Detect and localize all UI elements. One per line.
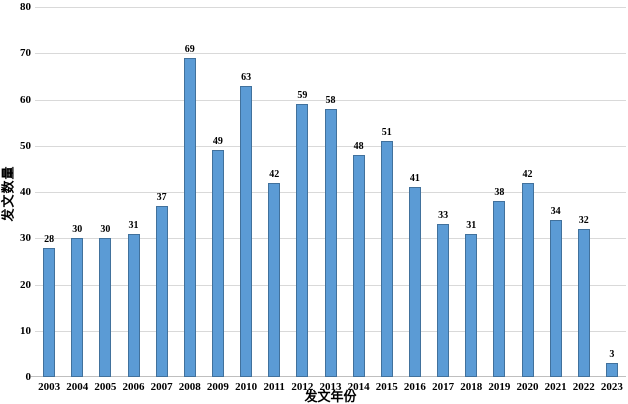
bar-value-label-2011: 42	[269, 168, 280, 180]
bar-2012	[296, 104, 309, 377]
bar-value-label-2008: 69	[184, 43, 195, 55]
x-tick-label-2022: 2022	[572, 381, 595, 393]
x-tick-label-2008: 2008	[178, 381, 201, 393]
plot-area: 28 30 30 31 37 69 49 63 42 59 58 48 51 41 33 31 38 42 34 32…	[31, 7, 626, 377]
x-tick-label-2003: 2003	[38, 381, 61, 393]
bar-value-label-2015: 51	[381, 127, 392, 139]
y-tick-label-30: 30	[20, 232, 31, 245]
bar-2010	[240, 85, 253, 377]
bar-value-label-2021: 34	[550, 205, 561, 217]
bar-2008	[183, 57, 196, 377]
bar-value-label-2014: 48	[353, 141, 364, 152]
bar-value-label-2018: 31	[466, 219, 477, 231]
y-tick-label-50: 50	[20, 139, 31, 152]
gridline-y-70	[35, 53, 626, 55]
bar-value-label-2012: 59	[297, 90, 308, 102]
bar-2009	[211, 150, 224, 377]
bar-value-label-2005: 30	[100, 224, 111, 236]
y-tick-label-70: 70	[20, 47, 31, 60]
x-tick-label-2009: 2009	[206, 381, 229, 393]
y-tick-label-40: 40	[20, 186, 31, 198]
bar-2020	[521, 182, 534, 377]
bar-2004	[71, 238, 84, 377]
y-tick-label-10: 10	[20, 324, 31, 337]
x-tick-label-2005: 2005	[94, 381, 117, 393]
bar-2006	[127, 233, 140, 377]
bar-value-label-2013: 58	[325, 94, 336, 106]
y-tick-label-20: 20	[20, 278, 31, 291]
bar-value-label-2010: 63	[241, 71, 252, 83]
x-tick-label-2023: 2023	[600, 381, 623, 393]
x-tick-label-2006: 2006	[122, 381, 145, 393]
x-tick-label-2013: 2013	[319, 381, 342, 393]
x-tick-label-2017: 2017	[432, 381, 455, 393]
y-tick-label-60: 60	[20, 93, 31, 106]
bar-2014	[352, 155, 365, 377]
x-tick-label-2020: 2020	[516, 381, 539, 393]
bar-value-label-2016: 41	[409, 173, 420, 185]
bar-value-label-2017: 33	[438, 210, 449, 222]
y-tick-label-80: 80	[20, 1, 31, 13]
bar-2005	[99, 238, 112, 377]
bar-2007	[155, 205, 168, 377]
x-tick-label-2021: 2021	[544, 381, 567, 393]
bar-value-label-2009: 49	[212, 136, 223, 148]
bar-2017	[437, 224, 450, 377]
bar-2019	[493, 201, 506, 377]
x-tick-label-2007: 2007	[150, 381, 173, 393]
bar-value-label-2006: 31	[128, 219, 139, 231]
bar-2022	[577, 229, 590, 377]
bar-2011	[268, 182, 281, 377]
bar-value-label-2003: 28	[44, 233, 55, 245]
bar-2016	[408, 187, 421, 377]
bar-2018	[465, 233, 478, 377]
bar-2023	[605, 363, 618, 377]
bar-2021	[549, 219, 562, 377]
bar-value-label-2020: 42	[522, 168, 533, 180]
gridline-y-60	[35, 99, 626, 101]
x-tick-label-2019: 2019	[488, 381, 511, 393]
x-tick-label-2016: 2016	[403, 381, 426, 393]
x-tick-label-2015: 2015	[375, 381, 398, 393]
x-tick-label-2012: 2012	[291, 381, 314, 393]
gridline-y-80	[35, 7, 626, 8]
bar-value-label-2022: 32	[578, 215, 589, 226]
bar-2015	[380, 141, 393, 377]
x-tick-label-2014: 2014	[347, 381, 370, 393]
x-axis-title: 发文年份	[304, 389, 357, 404]
bar-value-label-2004: 30	[72, 224, 83, 236]
x-tick-label-2004: 2004	[66, 381, 89, 393]
x-tick-label-2010: 2010	[235, 381, 258, 393]
bar-value-label-2023: 3	[609, 349, 615, 361]
bar-2013	[324, 108, 337, 377]
bar-value-label-2007: 37	[156, 191, 167, 203]
y-tick-label-0: 0	[25, 371, 32, 383]
bar-value-label-2019: 38	[494, 187, 505, 199]
bar-2003	[43, 247, 56, 377]
x-tick-label-2018: 2018	[460, 381, 483, 393]
x-tick-label-2011: 2011	[263, 381, 285, 393]
